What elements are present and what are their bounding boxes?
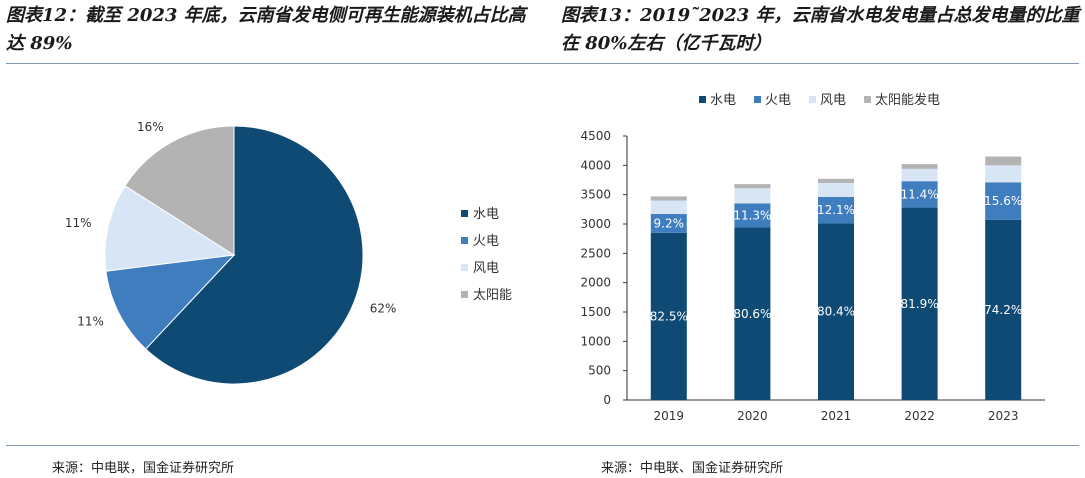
bar-data-label: 82.5% bbox=[650, 309, 688, 323]
bar-segment bbox=[650, 196, 687, 201]
bar-segment bbox=[985, 219, 1022, 400]
y-tick-label: 3500 bbox=[580, 188, 611, 202]
bar-legend-label: 太阳能发电 bbox=[875, 92, 940, 108]
pie-slice-label: 11% bbox=[77, 314, 104, 328]
y-tick-label: 2500 bbox=[580, 246, 611, 260]
bar-segment bbox=[818, 197, 854, 224]
bar-data-label: 11.3% bbox=[733, 208, 771, 222]
bar-segment bbox=[901, 181, 938, 208]
bar-data-label: 80.4% bbox=[817, 305, 855, 319]
bar-legend-label: 水电 bbox=[710, 93, 736, 108]
bar-segment bbox=[901, 164, 938, 169]
bar-segment bbox=[901, 168, 938, 182]
bar-data-label: 11.4% bbox=[901, 187, 939, 201]
y-tick-label: 4500 bbox=[580, 129, 611, 143]
bar-segment bbox=[650, 200, 687, 215]
bar-data-label: 80.6% bbox=[733, 307, 771, 321]
bar-segment bbox=[734, 227, 771, 400]
pie-slice bbox=[104, 185, 236, 272]
pie-legend-label: 太阳能 bbox=[473, 288, 512, 303]
bar-segment bbox=[650, 214, 687, 233]
pie-slice bbox=[124, 125, 235, 256]
bar-segment bbox=[901, 207, 938, 400]
left-source-note: 来源：中电联，国金证券研究所 bbox=[52, 461, 235, 476]
bar-segment bbox=[985, 165, 1022, 183]
x-tick-label: 2019 bbox=[654, 409, 685, 423]
right-figure-title: 图表13：2019˜2023 年，云南省水电发电量占总发电量的比重在 80%左右… bbox=[561, 5, 1080, 54]
bar-segment bbox=[650, 232, 687, 400]
y-tick-label: 1500 bbox=[580, 305, 611, 319]
y-tick-label: 4000 bbox=[580, 158, 611, 172]
pie-slice bbox=[105, 254, 236, 350]
bar-segment bbox=[734, 188, 771, 204]
bar-segment bbox=[818, 182, 854, 198]
stacked-bar-chart: 0 500 1000 1500 2000 2500 3000 3500 4000 4500 82.5… bbox=[580, 92, 1045, 423]
x-tick-label: 2023 bbox=[988, 409, 1019, 423]
bar-data-label: 9.2% bbox=[654, 216, 685, 230]
pie-legend-label: 火电 bbox=[473, 234, 499, 249]
bar-legend-swatch bbox=[754, 96, 761, 103]
bar-data-label: 15.6% bbox=[984, 194, 1022, 208]
pie-legend-label: 风电 bbox=[473, 261, 499, 276]
x-tick-label: 2020 bbox=[737, 409, 768, 423]
pie-legend-swatch bbox=[461, 291, 468, 298]
pie-legend-swatch bbox=[461, 237, 468, 244]
y-tick-label: 500 bbox=[588, 364, 611, 378]
y-tick-label: 3000 bbox=[580, 217, 611, 231]
bar-legend-swatch bbox=[809, 96, 816, 103]
x-tick-label: 2022 bbox=[904, 409, 935, 423]
pie-slice-label: 62% bbox=[370, 302, 397, 316]
pie-legend-swatch bbox=[461, 210, 468, 217]
bottom-divider bbox=[6, 445, 1079, 446]
pie-legend-swatch bbox=[461, 264, 468, 271]
y-tick-label: 2000 bbox=[580, 276, 611, 290]
top-divider bbox=[6, 63, 1079, 64]
bar-segment bbox=[985, 156, 1022, 166]
bar-segment bbox=[818, 223, 854, 400]
pie-slice-label: 11% bbox=[65, 216, 92, 230]
pie-slice bbox=[144, 125, 364, 385]
bar-data-label: 81.9% bbox=[901, 297, 939, 311]
right-source-note: 来源：中电联、国金证券研究所 bbox=[601, 461, 784, 476]
left-figure-title: 图表12：截至 2023 年底，云南省发电侧可再生能源装机占比高达 89% bbox=[6, 5, 526, 54]
bar-legend-swatch bbox=[699, 96, 706, 103]
bar-segment bbox=[734, 203, 771, 228]
bar-legend-swatch bbox=[864, 96, 871, 103]
bar-segment bbox=[818, 178, 854, 183]
bar-data-label: 12.1% bbox=[817, 203, 855, 217]
y-tick-label: 1000 bbox=[580, 334, 611, 348]
bar-legend-label: 火电 bbox=[765, 93, 791, 108]
pie-legend-label: 水电 bbox=[473, 207, 499, 222]
bar-legend-label: 风电 bbox=[820, 93, 846, 108]
y-tick-label: 0 bbox=[603, 393, 611, 407]
bar-segment bbox=[734, 184, 771, 189]
x-tick-label: 2021 bbox=[821, 409, 852, 423]
bar-data-label: 74.2% bbox=[984, 303, 1022, 317]
bar-segment bbox=[985, 182, 1022, 220]
pie-slice-label: 16% bbox=[137, 120, 164, 134]
